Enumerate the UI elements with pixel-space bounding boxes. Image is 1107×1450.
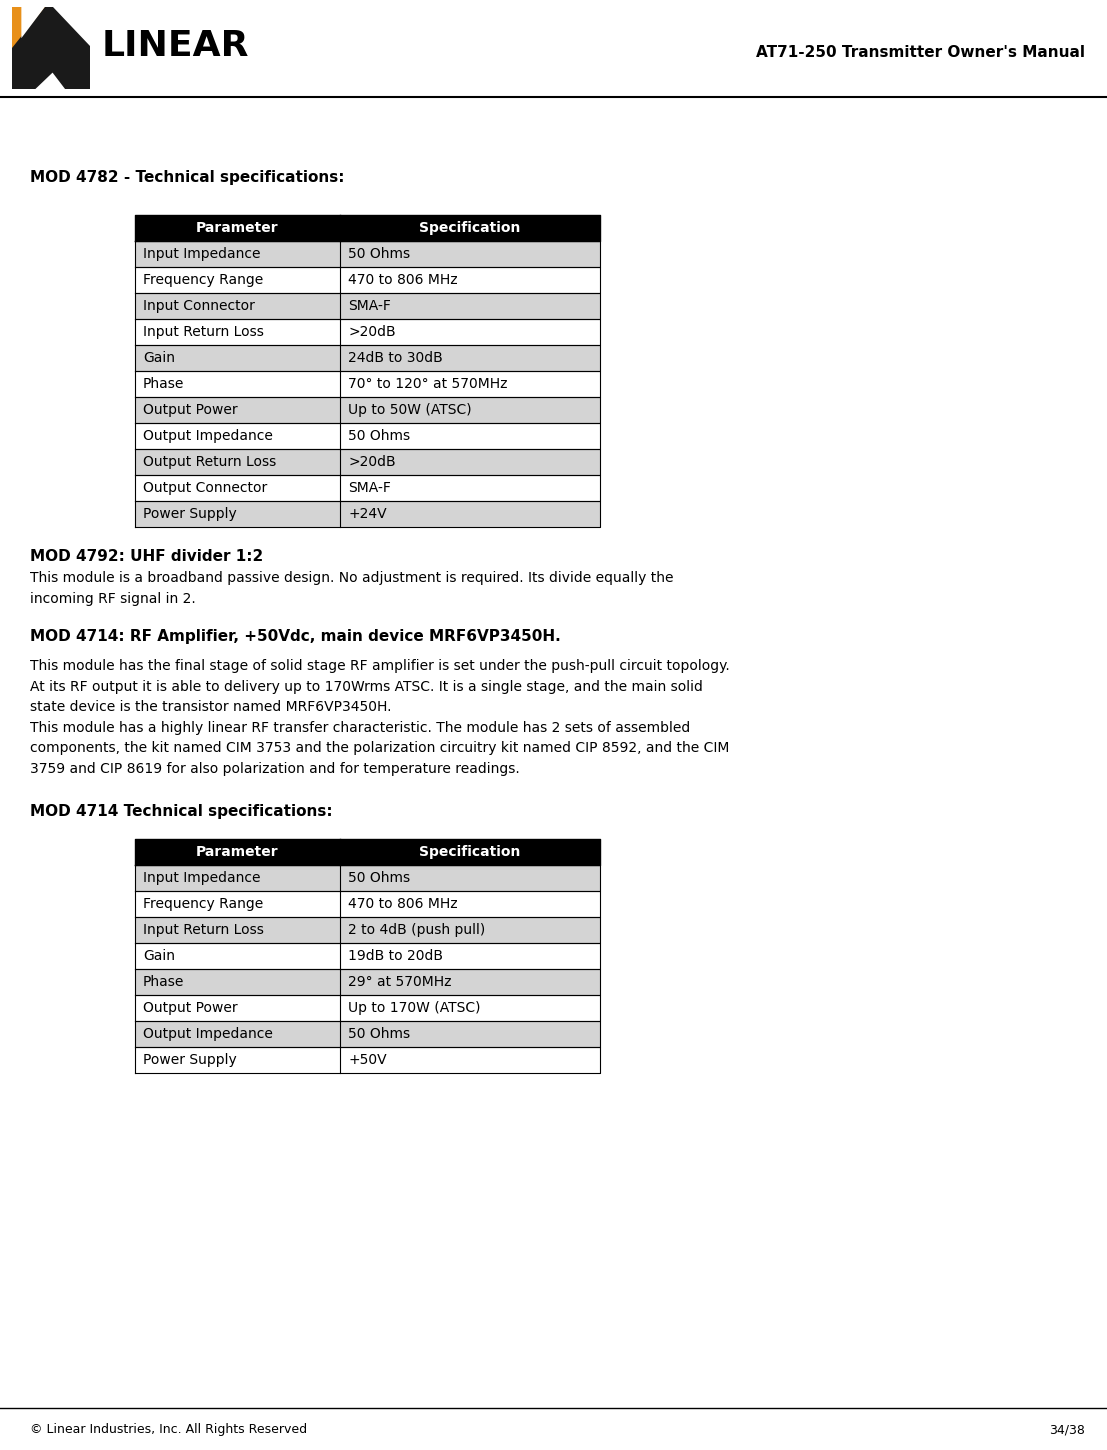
Text: 19dB to 20dB: 19dB to 20dB (348, 948, 443, 963)
Text: Up to 170W (ATSC): Up to 170W (ATSC) (348, 1000, 480, 1015)
Text: Output Power: Output Power (143, 403, 238, 418)
Text: 24dB to 30dB: 24dB to 30dB (348, 351, 443, 365)
Text: +24V: +24V (348, 507, 386, 521)
Text: AT71-250 Transmitter Owner's Manual: AT71-250 Transmitter Owner's Manual (756, 45, 1085, 59)
Text: >20dB: >20dB (348, 455, 395, 468)
Bar (135, 840, 600, 866)
Bar (135, 293, 600, 319)
Text: SMA-F: SMA-F (348, 299, 391, 313)
Text: Output Impedance: Output Impedance (143, 429, 272, 444)
Bar (135, 502, 600, 526)
Text: Phase: Phase (143, 377, 185, 392)
Text: Power Supply: Power Supply (143, 507, 237, 521)
Text: Gain: Gain (143, 351, 175, 365)
Text: 34/38: 34/38 (1049, 1424, 1085, 1437)
Bar (135, 476, 600, 502)
Polygon shape (21, 7, 44, 38)
Text: MOD 4714 Technical specifications:: MOD 4714 Technical specifications: (30, 803, 332, 819)
Bar (135, 995, 600, 1021)
Text: 70° to 120° at 570MHz: 70° to 120° at 570MHz (348, 377, 507, 392)
Bar (135, 319, 600, 345)
Text: Power Supply: Power Supply (143, 1053, 237, 1067)
Text: Frequency Range: Frequency Range (143, 898, 263, 911)
Bar (135, 942, 600, 969)
Text: MOD 4782 - Technical specifications:: MOD 4782 - Technical specifications: (30, 170, 344, 186)
Text: Input Return Loss: Input Return Loss (143, 924, 263, 937)
Bar (135, 866, 600, 890)
Bar (135, 916, 600, 942)
Text: © Linear Industries, Inc. All Rights Reserved: © Linear Industries, Inc. All Rights Res… (30, 1424, 307, 1437)
Text: Input Impedance: Input Impedance (143, 871, 260, 884)
Bar (135, 1047, 600, 1073)
Bar (135, 215, 600, 241)
Polygon shape (35, 72, 65, 88)
Text: Parameter: Parameter (196, 220, 279, 235)
Polygon shape (52, 7, 90, 46)
Text: 50 Ohms: 50 Ohms (348, 247, 410, 261)
Text: 2 to 4dB (push pull): 2 to 4dB (push pull) (348, 924, 485, 937)
Text: 50 Ohms: 50 Ohms (348, 429, 410, 444)
Bar (135, 969, 600, 995)
Text: Gain: Gain (143, 948, 175, 963)
Bar (135, 890, 600, 916)
Text: Output Power: Output Power (143, 1000, 238, 1015)
Text: Frequency Range: Frequency Range (143, 273, 263, 287)
Text: 29° at 570MHz: 29° at 570MHz (348, 974, 452, 989)
Text: 470 to 806 MHz: 470 to 806 MHz (348, 898, 457, 911)
Text: Output Connector: Output Connector (143, 481, 267, 494)
Text: Input Return Loss: Input Return Loss (143, 325, 263, 339)
Text: This module is a broadband passive design. No adjustment is required. Its divide: This module is a broadband passive desig… (30, 571, 673, 606)
Text: Output Impedance: Output Impedance (143, 1027, 272, 1041)
Bar (135, 267, 600, 293)
Text: MOD 4714: RF Amplifier, +50Vdc, main device MRF6VP3450H.: MOD 4714: RF Amplifier, +50Vdc, main dev… (30, 629, 561, 644)
Bar (135, 241, 600, 267)
Text: +50V: +50V (348, 1053, 386, 1067)
Bar (135, 450, 600, 476)
Text: Input Impedance: Input Impedance (143, 247, 260, 261)
Text: Phase: Phase (143, 974, 185, 989)
Polygon shape (12, 7, 44, 48)
Text: Specification: Specification (420, 845, 520, 858)
Bar (135, 397, 600, 423)
Text: Input Connector: Input Connector (143, 299, 255, 313)
Text: MOD 4792: UHF divider 1:2: MOD 4792: UHF divider 1:2 (30, 550, 263, 564)
Text: >20dB: >20dB (348, 325, 395, 339)
Text: Parameter: Parameter (196, 845, 279, 858)
Text: 50 Ohms: 50 Ohms (348, 1027, 410, 1041)
Bar (135, 1021, 600, 1047)
Text: 50 Ohms: 50 Ohms (348, 871, 410, 884)
Text: Up to 50W (ATSC): Up to 50W (ATSC) (348, 403, 472, 418)
Bar (12, 7, 90, 88)
Text: This module has the final stage of solid stage RF amplifier is set under the pus: This module has the final stage of solid… (30, 658, 730, 776)
Text: SMA-F: SMA-F (348, 481, 391, 494)
Bar (135, 423, 600, 450)
Text: Specification: Specification (420, 220, 520, 235)
Text: LINEAR: LINEAR (102, 29, 249, 62)
Bar (135, 345, 600, 371)
Text: Output Return Loss: Output Return Loss (143, 455, 277, 468)
Text: 470 to 806 MHz: 470 to 806 MHz (348, 273, 457, 287)
Bar (135, 371, 600, 397)
